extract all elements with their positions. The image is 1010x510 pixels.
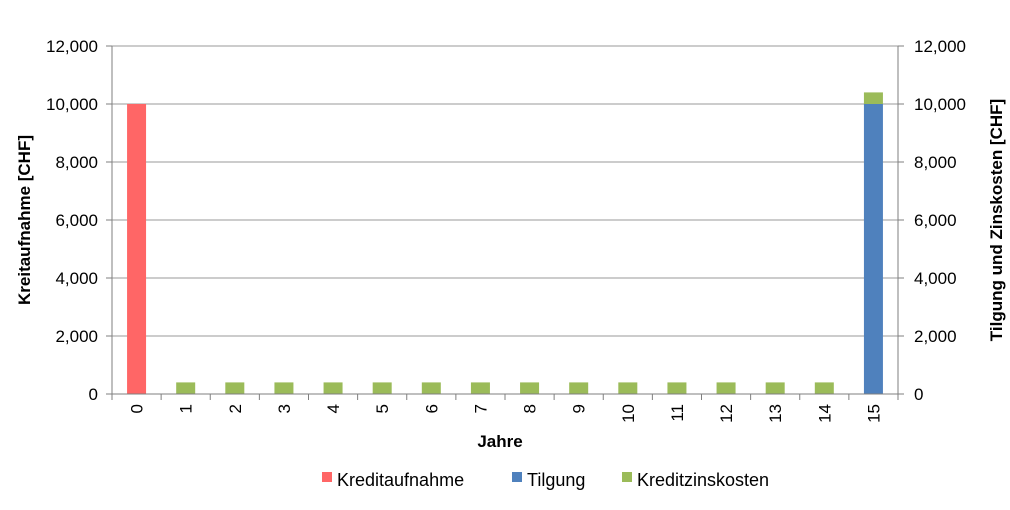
y2-axis-title: Tilgung und Zinskosten [CHF] <box>987 99 1006 341</box>
x-tick-label: 2 <box>226 404 245 413</box>
bar-kreditzinskosten-5 <box>372 382 392 394</box>
x-tick-label: 15 <box>864 404 883 423</box>
bars <box>127 92 883 394</box>
left-y-tick-label: 8,000 <box>55 153 98 172</box>
legend-label-kreditaufnahme: Kreditaufnahme <box>337 470 464 490</box>
bar-kreditaufnahme-0 <box>127 104 147 394</box>
right-y-tick-label: 6,000 <box>914 211 957 230</box>
bar-kreditzinskosten-7 <box>470 382 490 394</box>
legend-label-kreditzinskosten: Kreditzinskosten <box>637 470 769 490</box>
bar-kreditzinskosten-8 <box>520 382 540 394</box>
bar-tilgung-15 <box>863 104 883 394</box>
x-tick-label: 3 <box>275 404 294 413</box>
x-tick-label: 7 <box>471 404 490 413</box>
right-y-tick-label: 4,000 <box>914 269 957 288</box>
x-tick-label: 11 <box>668 404 687 422</box>
legend-swatch-kreditaufnahme <box>322 472 332 482</box>
x-tick-label: 13 <box>766 404 785 423</box>
left-y-tick-label: 12,000 <box>46 37 98 56</box>
gridlines <box>112 45 898 337</box>
bar-kreditzinskosten-4 <box>323 382 343 394</box>
axes <box>106 45 904 400</box>
x-tick-label: 10 <box>619 404 638 423</box>
right-y-tick-labels: 0 2,000 4,000 6,000 8,000 10,000 12,000 <box>914 37 966 404</box>
x-tick-label: 8 <box>521 404 540 413</box>
x-tick-label: 9 <box>570 404 589 413</box>
left-y-tick-label: 4,000 <box>55 269 98 288</box>
bar-kreditzinskosten-13 <box>765 382 785 394</box>
left-y-tick-labels: 0 2,000 4,000 6,000 8,000 10,000 12,000 <box>46 37 98 404</box>
right-y-tick-label: 0 <box>914 385 923 404</box>
right-y-tick-label: 2,000 <box>914 327 957 346</box>
left-y-tick-label: 0 <box>89 385 98 404</box>
bar-kreditzinskosten-14 <box>814 382 834 394</box>
left-y-tick-label: 6,000 <box>55 211 98 230</box>
legend-label-tilgung: Tilgung <box>527 470 585 490</box>
left-y-tick-label: 10,000 <box>46 95 98 114</box>
bar-kreditzinskosten-3 <box>274 382 294 394</box>
x-axis-title: Jahre <box>477 432 522 451</box>
bar-kreditzinskosten-10 <box>618 382 638 394</box>
right-y-tick-label: 12,000 <box>914 37 966 56</box>
bar-kreditzinskosten-9 <box>569 382 589 394</box>
x-tick-label: 5 <box>373 404 392 413</box>
x-tick-labels: 0 1 2 3 4 5 6 7 8 9 10 11 12 13 14 15 <box>128 404 884 423</box>
x-tick-label: 6 <box>422 404 441 413</box>
x-tick-label: 4 <box>324 404 343 413</box>
legend: Kreditaufnahme Tilgung Kreditzinskosten <box>322 470 769 490</box>
x-tick-label: 14 <box>815 404 834 423</box>
right-y-tick-label: 10,000 <box>914 95 966 114</box>
x-tick-label: 1 <box>177 404 196 413</box>
bar-kreditzinskosten-6 <box>421 382 441 394</box>
y-axis-title: Kreitaufnahme [CHF] <box>15 135 34 305</box>
x-tick-label: 12 <box>717 404 736 423</box>
bar-kreditzinskosten-15 <box>863 92 883 104</box>
legend-swatch-tilgung <box>512 472 522 482</box>
left-y-tick-label: 2,000 <box>55 327 98 346</box>
right-y-tick-label: 8,000 <box>914 153 957 172</box>
bar-kreditzinskosten-2 <box>225 382 245 394</box>
bar-kreditzinskosten-11 <box>667 382 687 394</box>
bar-kreditzinskosten-1 <box>176 382 196 394</box>
legend-swatch-kreditzinskosten <box>622 472 632 482</box>
x-tick-label: 0 <box>128 404 147 413</box>
bar-kreditzinskosten-12 <box>716 382 736 394</box>
